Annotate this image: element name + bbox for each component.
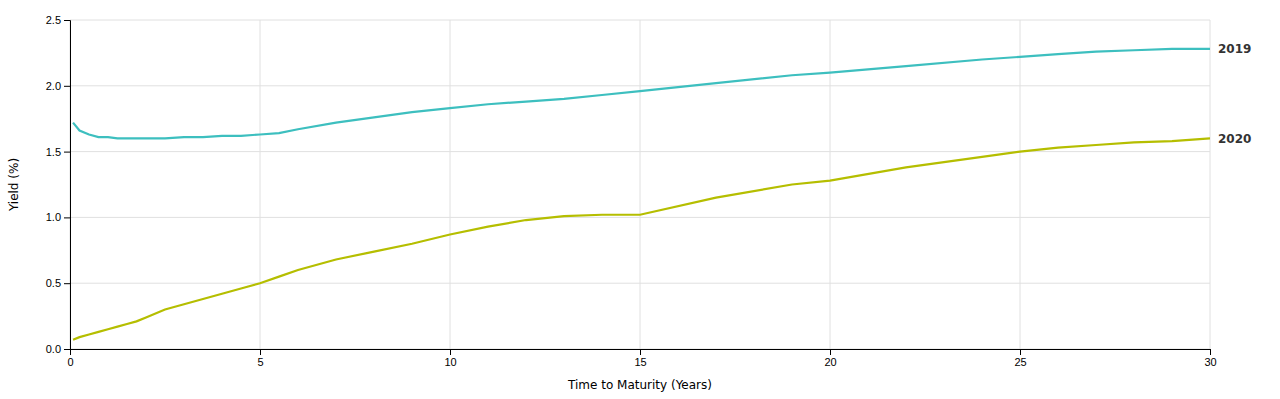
tick: 0 (67, 349, 73, 368)
tick-label: 1.5 (46, 146, 61, 158)
tick-mark (64, 152, 70, 153)
grid-line-y (70, 20, 1210, 21)
axis-domain (71, 350, 1211, 356)
grid-line-y (70, 151, 1210, 152)
tick-mark (64, 283, 70, 284)
series-label: 2020 (1218, 132, 1251, 146)
tick: 15 (634, 349, 646, 368)
grid-line-x (450, 20, 451, 349)
grid-line-x (830, 20, 831, 349)
plot: 0 5 10 15 20 25 30 0.0 0.5 1.0 1.5 2.0 2.5 2019 2020 (46, 14, 1252, 368)
chart: 0 5 10 15 20 25 30 0.0 0.5 1.0 1.5 2.0 2.5 2019 2020 Ti… (0, 0, 1280, 399)
tick: 10 (444, 349, 456, 368)
tick-mark (1020, 349, 1021, 355)
tick-label: 0 (67, 356, 73, 368)
tick: 2.0 (46, 80, 70, 92)
tick-label: 5 (257, 356, 263, 368)
tick-mark (64, 349, 70, 350)
tick-mark (64, 86, 70, 87)
grid-line-x (260, 20, 261, 349)
tick-mark (450, 349, 451, 355)
grid-line-x (1020, 20, 1021, 349)
tick-label: 0.0 (46, 343, 61, 355)
grid (70, 20, 1210, 349)
grid-line-x (1210, 20, 1211, 349)
tick-label: 20 (824, 356, 836, 368)
tick-label: 2.0 (46, 80, 61, 92)
tick-label: 2.5 (46, 14, 61, 26)
tick: 0.5 (46, 277, 70, 289)
y-axis-title: Yield (%) (7, 158, 21, 212)
grid-line-y (70, 85, 1210, 86)
x-axis: 0 5 10 15 20 25 30 (67, 349, 1216, 368)
line-labels: 2019 2020 (1218, 42, 1251, 145)
tick-label: 0.5 (46, 277, 61, 289)
tick: 1.5 (46, 146, 70, 158)
grid-line-y (70, 283, 1210, 284)
grid-line-y (70, 217, 1210, 218)
tick: 20 (824, 349, 836, 368)
tick: 0.0 (46, 343, 70, 355)
lines (73, 49, 1210, 340)
tick-label: 30 (1204, 356, 1216, 368)
grid-line-x (640, 20, 641, 349)
y-axis: 0.0 0.5 1.0 1.5 2.0 2.5 (46, 14, 71, 355)
tick: 1.0 (46, 211, 70, 223)
axis-domain (64, 21, 71, 350)
tick-mark (1210, 349, 1211, 355)
series-line (73, 49, 1210, 138)
series-label: 2019 (1218, 42, 1251, 56)
series-line (73, 138, 1210, 339)
tick: 5 (257, 349, 263, 368)
tick-mark (640, 349, 641, 355)
tick: 25 (1014, 349, 1026, 368)
tick-label: 25 (1014, 356, 1026, 368)
tick-mark (260, 349, 261, 355)
tick-label: 1.0 (46, 211, 61, 223)
tick-mark (64, 20, 70, 21)
x-axis-title: Time to Maturity (Years) (567, 378, 712, 392)
tick-label: 10 (444, 356, 456, 368)
tick: 30 (1204, 349, 1216, 368)
tick-mark (830, 349, 831, 355)
tick-label: 15 (634, 356, 646, 368)
tick-mark (64, 217, 70, 218)
tick: 2.5 (46, 14, 70, 26)
